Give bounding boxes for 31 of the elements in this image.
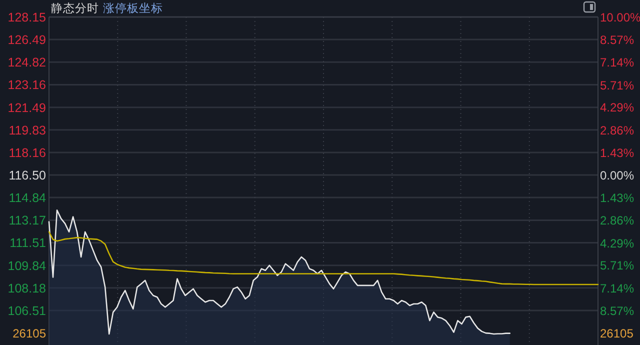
- y-tick-label: 128.15: [8, 10, 46, 24]
- y2-tick-label: 4.29%: [600, 100, 634, 115]
- y-tick-label: 116.50: [8, 168, 46, 183]
- y-tick-label: 109.84: [8, 258, 46, 273]
- y2-tick-label: 0.00%: [600, 168, 634, 182]
- y-tick-label: 124.82: [8, 56, 46, 70]
- y-tick-label: 121.49: [8, 100, 46, 115]
- y-tick-label: 111.51: [10, 236, 46, 250]
- y2-tick-label: 10.00%: [600, 10, 640, 24]
- y-tick-label: 123.16: [8, 78, 46, 92]
- y2-tick-label: 2.86%: [600, 123, 634, 138]
- y2-tick-label: 1.43%: [600, 146, 634, 160]
- y2-tick-label: 1.43%: [600, 191, 634, 206]
- y2-tick-label: 2.86%: [600, 214, 634, 228]
- y-tick-label: 119.83: [8, 123, 46, 138]
- y-tick-label: 118.16: [8, 146, 46, 160]
- y-tick-label: 114.84: [8, 191, 46, 206]
- y2-tick-label: 5.71%: [600, 78, 634, 92]
- annotations: 26105 26105: [12, 326, 634, 340]
- y-tick-label: 113.17: [8, 214, 46, 228]
- y-tick-label: 108.18: [8, 281, 46, 296]
- y2-tick-label: 8.57%: [600, 33, 634, 48]
- y2-tick-label: 7.14%: [600, 56, 634, 70]
- y2-tick-label: 4.29%: [600, 236, 634, 250]
- y2-tick-label: 7.14%: [600, 281, 634, 296]
- chart-title: 静态分时: [51, 2, 99, 15]
- chart-subtitle: 涨停板坐标: [103, 2, 163, 15]
- y-tick-label: 106.51: [8, 304, 46, 318]
- y-tick-label: 126.49: [8, 33, 46, 48]
- y2-tick-label: 5.71%: [600, 258, 634, 273]
- y2-tick-label: 8.57%: [600, 304, 634, 318]
